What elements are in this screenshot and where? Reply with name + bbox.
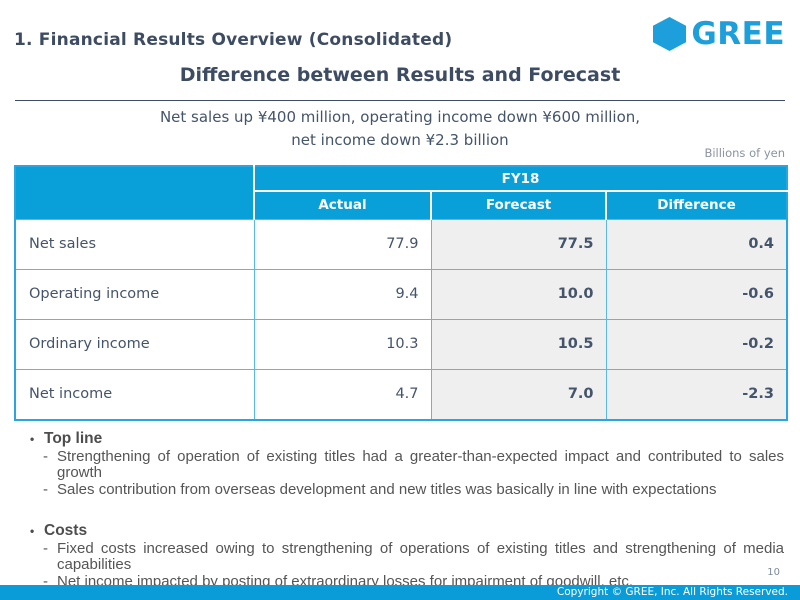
commentary-notes: Top line Strengthening of operation of e…: [30, 430, 784, 590]
page-title: Difference between Results and Forecast: [179, 64, 621, 86]
title-divider: [15, 100, 785, 101]
row-label: Net income: [14, 368, 255, 420]
row-label: Net sales: [14, 218, 255, 270]
cell-forecast: 10.0: [430, 268, 607, 320]
section-kicker: 1. Financial Results Overview (Consolida…: [14, 30, 453, 50]
cell-difference: -0.2: [605, 318, 788, 370]
gree-hexagon-icon: [653, 17, 687, 51]
cell-difference: 0.4: [605, 218, 788, 270]
table-header-actual: Actual: [254, 191, 431, 219]
summary-message-line1: Net sales up ¥400 million, operating inc…: [159, 108, 641, 126]
note-item-text: Fixed costs increased owing to strengthe…: [57, 540, 784, 573]
results-table: FY18 Actual Forecast Difference Net sale…: [14, 165, 788, 421]
copyright-text: Copyright © GREE, Inc. All Rights Reserv…: [556, 586, 788, 598]
note-item: Sales contribution from overseas develop…: [43, 482, 784, 498]
cell-actual: 4.7: [253, 368, 432, 420]
note-item: Strengthening of operation of existing t…: [43, 449, 784, 481]
table-row: Ordinary income 10.3 10.5 -0.2: [14, 318, 788, 370]
table-row: Net sales 77.9 77.5 0.4: [14, 218, 788, 270]
gree-logo: GREE: [653, 17, 785, 51]
row-label: Operating income: [14, 268, 255, 320]
note-section-top-line: Top line Strengthening of operation of e…: [30, 430, 784, 498]
table-header-fiscal-year: FY18: [254, 166, 787, 192]
table-row: Operating income 9.4 10.0 -0.6: [14, 268, 788, 320]
table-row: Net income 4.7 7.0 -2.3: [14, 368, 788, 420]
note-item-text: Strengthening of operation of existing t…: [57, 448, 784, 481]
page-number: 10: [767, 567, 780, 578]
summary-message-line2: net income down ¥2.3 billion: [291, 131, 509, 149]
note-heading: Costs: [30, 522, 784, 540]
cell-actual: 77.9: [253, 218, 432, 270]
cell-difference: -0.6: [605, 268, 788, 320]
cell-forecast: 7.0: [430, 368, 607, 420]
table-header-forecast: Forecast: [430, 191, 606, 219]
footer-bar: Copyright © GREE, Inc. All Rights Reserv…: [0, 585, 800, 600]
cell-difference: -2.3: [605, 368, 788, 420]
table-corner-cell: [15, 166, 255, 219]
cell-forecast: 10.5: [430, 318, 607, 370]
note-heading: Top line: [30, 430, 784, 448]
unit-note: Billions of yen: [704, 146, 785, 160]
gree-logo-text: GREE: [691, 15, 785, 52]
cell-forecast: 77.5: [430, 218, 607, 270]
note-section-costs: Costs Fixed costs increased owing to str…: [30, 522, 784, 590]
summary-message: Net sales up ¥400 million, operating inc…: [0, 106, 800, 152]
row-label: Ordinary income: [14, 318, 255, 370]
table-header-difference: Difference: [605, 191, 787, 219]
cell-actual: 9.4: [253, 268, 432, 320]
note-item-text: Sales contribution from overseas develop…: [57, 481, 717, 498]
note-item: Fixed costs increased owing to strengthe…: [43, 541, 784, 573]
cell-actual: 10.3: [253, 318, 432, 370]
